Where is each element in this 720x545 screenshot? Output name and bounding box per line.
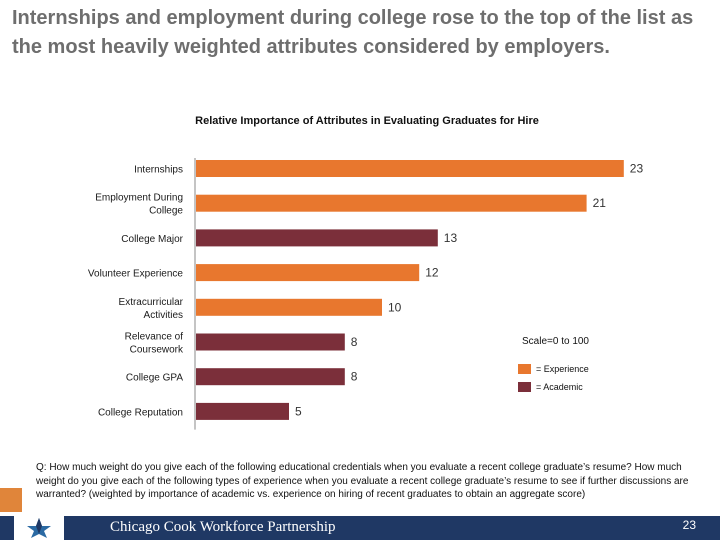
bar-value-label: 21 (593, 196, 607, 210)
bar-chart: 23 Internships 21 Employment During College 1… (88, 158, 644, 430)
page-number: 23 (682, 518, 696, 532)
category-label: College Reputation (98, 407, 183, 418)
chart-title: Relative Importance of Attributes in Eva… (195, 115, 539, 127)
bar-value-label: 12 (425, 266, 439, 280)
category-label: Employment During College (95, 193, 183, 217)
bar-4 (196, 298, 382, 316)
bar-value-label: 5 (295, 404, 302, 418)
category-label: College Major (121, 234, 183, 245)
bar-value-label: 23 (630, 162, 644, 176)
bar-6 (196, 368, 345, 386)
category-label: Extracurricular Activities (119, 297, 184, 321)
bar-5 (196, 333, 345, 351)
bar-value-label: 10 (388, 300, 402, 314)
legend-swatch-academic (518, 382, 531, 392)
category-label: Internships (134, 165, 183, 176)
left-accent-block (0, 488, 22, 512)
bar-2 (196, 229, 438, 247)
bar-value-label: 8 (351, 335, 358, 349)
bar-value-label: 8 (351, 370, 358, 384)
bar-3 (196, 264, 420, 282)
chart-legend: = Experience = Academic (518, 360, 589, 396)
category-label: College GPA (126, 373, 183, 384)
legend-item-academic: = Academic (518, 378, 589, 396)
bar-value-label: 13 (444, 231, 458, 245)
category-label: Relevance of Coursework (125, 332, 184, 356)
star-logo-icon (14, 516, 64, 540)
bar-1 (196, 194, 587, 212)
legend-item-experience: = Experience (518, 360, 589, 378)
bar-0 (196, 160, 624, 177)
bar-7 (196, 402, 289, 420)
footer-bar: Chicago Cook Workforce Partnership 23 (0, 516, 720, 540)
page-headline: Internships and employment during colleg… (12, 7, 694, 58)
category-label: Volunteer Experience (88, 269, 184, 280)
scale-note: Scale=0 to 100 (522, 336, 589, 347)
legend-swatch-experience (518, 364, 531, 374)
legend-label-academic: = Academic (536, 382, 583, 392)
legend-label-experience: = Experience (536, 364, 589, 374)
survey-question-footnote: Q: How much weight do you give each of t… (36, 462, 689, 500)
footer-organization-name: Chicago Cook Workforce Partnership (110, 519, 336, 535)
